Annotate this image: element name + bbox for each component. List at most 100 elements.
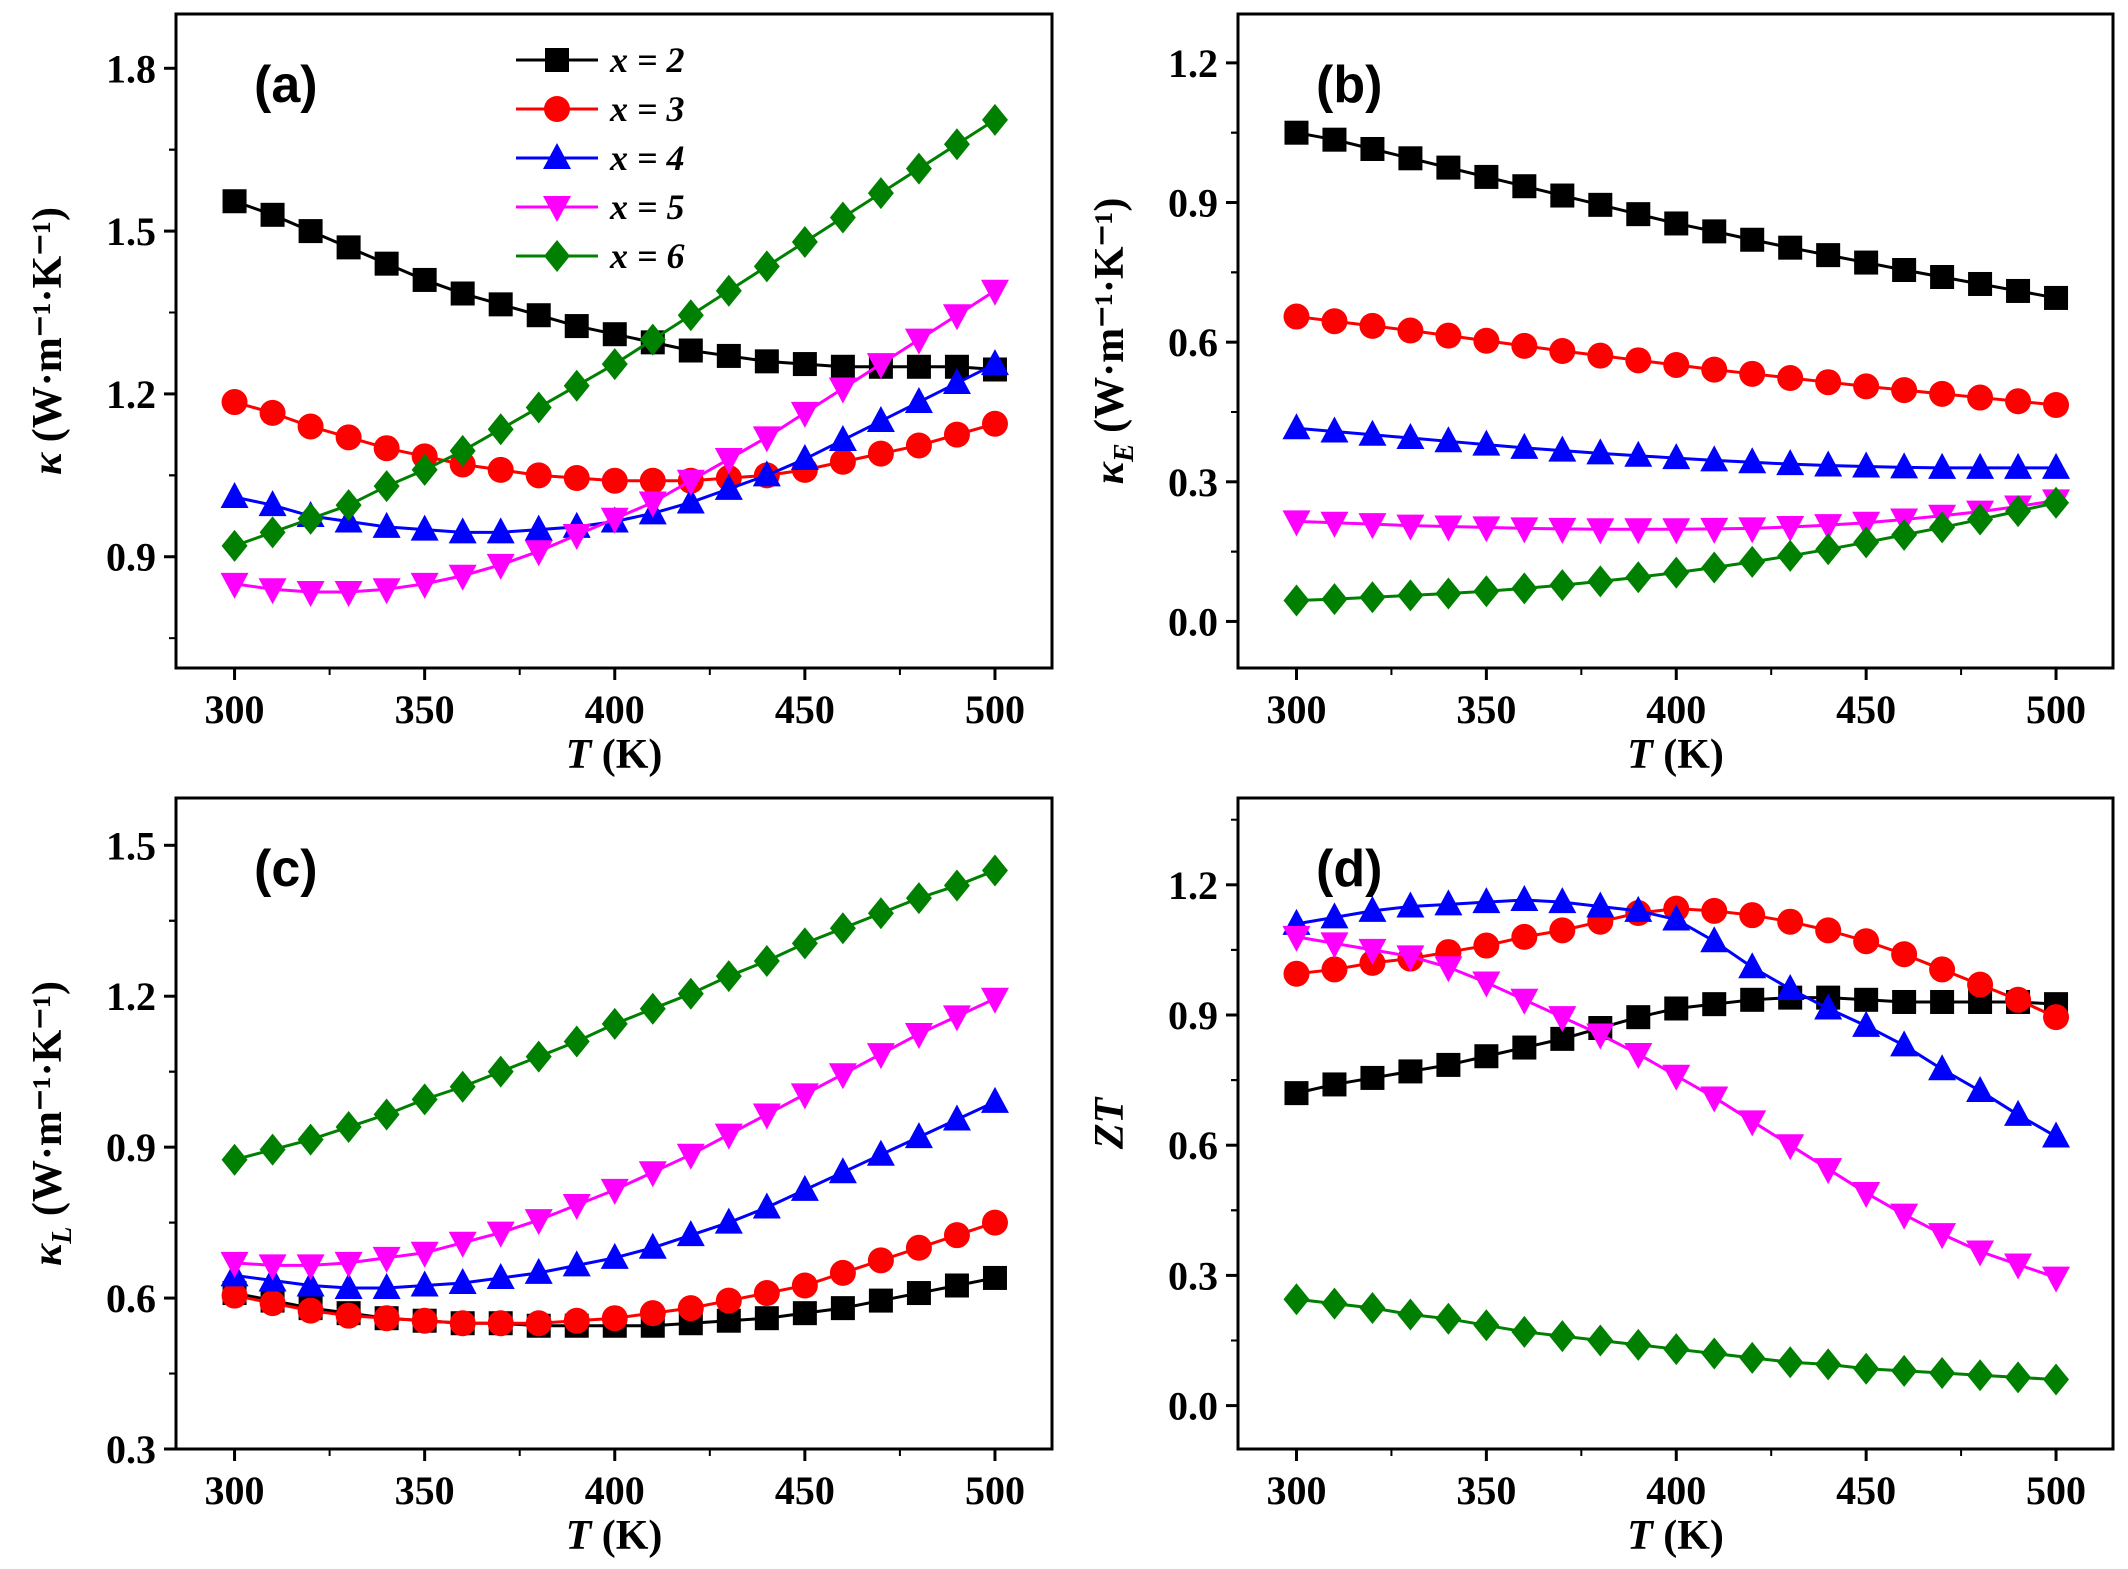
data-point — [448, 564, 477, 591]
data-point — [221, 1143, 248, 1176]
data-point — [1434, 515, 1463, 542]
data-point — [411, 1083, 438, 1116]
legend-marker — [543, 143, 571, 169]
data-point — [298, 219, 323, 244]
data-point — [791, 225, 818, 258]
data-point — [905, 152, 932, 185]
data-point — [982, 1265, 1007, 1290]
x-tick-label: 300 — [205, 687, 265, 732]
data-point — [1320, 932, 1349, 959]
data-point — [638, 491, 667, 518]
y-tick-label: 1.2 — [106, 974, 156, 1019]
data-point — [753, 1280, 780, 1307]
data-point — [1435, 322, 1462, 349]
data-point — [1928, 1054, 1957, 1081]
chart-panel-c: 300 350 400 450 500 0.3 0.6 0.9 1.2 1.5 T (K) κL (W… — [25, 796, 1054, 1559]
data-point — [1738, 952, 1767, 979]
y-axis-label-symbol: κ — [25, 1242, 71, 1266]
data-point — [942, 1104, 971, 1131]
data-point — [1434, 426, 1463, 453]
data-point — [942, 1005, 971, 1032]
data-point — [334, 1251, 363, 1278]
y-tick-label: 0.9 — [106, 535, 156, 580]
panel-label: (d) — [1316, 840, 1382, 898]
data-point — [1586, 891, 1615, 918]
data-point — [1852, 1181, 1881, 1208]
data-point — [1968, 271, 1993, 296]
data-point — [639, 1300, 666, 1327]
y-tick-label: 0.3 — [106, 1427, 156, 1472]
y-axis-label: ZT — [1087, 1096, 1133, 1151]
data-point — [600, 507, 629, 534]
data-point — [1891, 377, 1918, 404]
x-axis-label-var: T — [1627, 732, 1663, 778]
data-point — [1891, 941, 1918, 968]
data-point — [258, 578, 287, 605]
data-point — [1625, 1328, 1652, 1361]
data-point — [373, 1305, 400, 1332]
data-point — [867, 440, 894, 467]
data-point — [677, 1295, 704, 1322]
data-point — [297, 413, 324, 440]
data-point — [1473, 1309, 1500, 1342]
data-point — [1473, 327, 1500, 354]
data-point — [868, 1288, 893, 1313]
data-point — [258, 1254, 287, 1281]
data-point — [981, 410, 1008, 437]
data-point — [562, 1194, 591, 1221]
data-point — [222, 189, 247, 214]
data-point — [220, 1251, 249, 1278]
data-point — [335, 489, 362, 522]
data-point — [2005, 986, 2032, 1013]
data-point — [1777, 908, 1804, 935]
chart-panel-d: 300 350 400 450 500 0.0 0.3 0.6 0.9 1.2 T (K) ZT (d) — [1087, 796, 2115, 1559]
data-point — [2042, 1266, 2071, 1293]
data-point — [792, 1301, 817, 1326]
data-point — [754, 1306, 779, 1331]
data-point — [334, 581, 363, 608]
series-x3 — [221, 389, 1008, 494]
x-tick-label: 450 — [1836, 1468, 1896, 1513]
data-point — [828, 425, 857, 452]
data-point — [790, 444, 819, 471]
data-point — [410, 572, 439, 599]
data-point — [866, 1139, 895, 1166]
data-point — [1930, 264, 1955, 289]
data-point — [1283, 303, 1310, 330]
data-point — [1549, 338, 1576, 365]
data-point — [1967, 503, 1994, 536]
data-point — [1930, 989, 1955, 1014]
y-axis-label-subscript: E — [1109, 443, 1140, 463]
data-point — [1511, 923, 1538, 950]
data-point — [1967, 384, 1994, 411]
data-point — [1966, 452, 1995, 479]
series-x6 — [1283, 486, 2070, 617]
legend-marker — [544, 96, 570, 122]
data-point — [1360, 1065, 1385, 1090]
data-point — [1815, 533, 1842, 566]
data-point — [905, 1234, 932, 1261]
series-x3 — [1283, 303, 2070, 419]
y-tick-label: 0.0 — [1168, 599, 1218, 644]
data-point — [1321, 308, 1348, 335]
panel-label: (a) — [254, 56, 318, 114]
data-point — [297, 1123, 324, 1156]
data-point — [1624, 1043, 1653, 1070]
data-point — [373, 1098, 400, 1131]
data-point — [563, 1307, 590, 1334]
data-point — [1359, 312, 1386, 339]
data-point — [488, 292, 513, 317]
x-tick-label: 450 — [1836, 687, 1896, 732]
data-point — [1510, 432, 1539, 459]
data-point — [1434, 889, 1463, 916]
data-point — [1473, 932, 1500, 959]
data-point — [1853, 373, 1880, 400]
data-point — [1587, 342, 1614, 369]
data-point — [1397, 1298, 1424, 1331]
x-tick-label: 400 — [1646, 1468, 1706, 1513]
data-point — [335, 1111, 362, 1144]
data-point — [563, 1025, 590, 1058]
data-point — [1282, 510, 1311, 537]
data-point — [1738, 1110, 1767, 1137]
